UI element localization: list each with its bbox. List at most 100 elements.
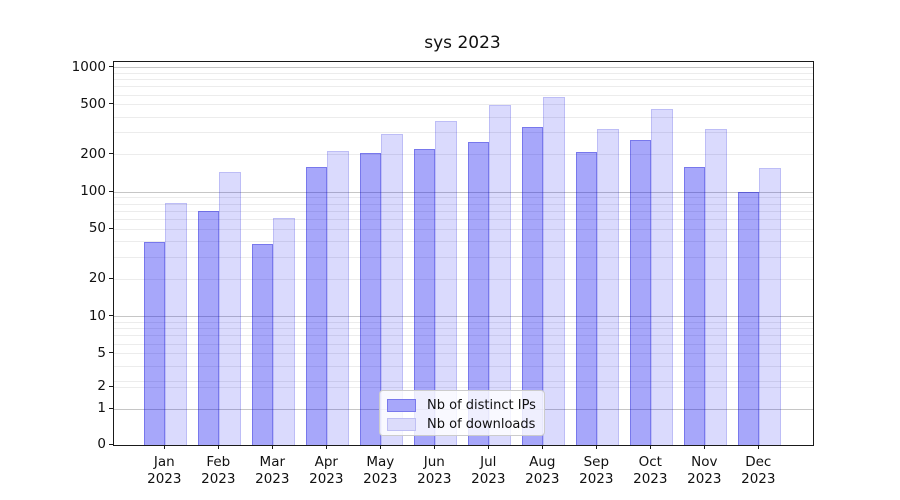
bar-distinct-ips-may — [359, 153, 382, 445]
bar-distinct-ips-jan — [143, 241, 166, 445]
x-axis-tick-label: Dec 2023 — [741, 454, 776, 487]
gridline-major — [114, 191, 813, 193]
gridline-minor — [114, 94, 813, 96]
x-axis-tick — [325, 445, 327, 449]
x-axis-tick-label: Feb 2023 — [201, 454, 236, 487]
bar-distinct-ips-oct — [629, 140, 652, 445]
x-axis-tick-label: Jun 2023 — [417, 454, 452, 487]
gridline-minor — [114, 79, 813, 81]
plot-area — [113, 61, 814, 446]
x-axis-tick-label: Aug 2023 — [525, 454, 560, 487]
y-axis-tick — [109, 443, 113, 445]
gridline-minor — [114, 219, 813, 221]
y-axis-tick-label: 10 — [88, 307, 106, 324]
bar-downloads-may — [381, 133, 403, 445]
bar-distinct-ips-dec — [737, 192, 760, 445]
gridline-minor — [114, 328, 813, 330]
y-axis-tick — [109, 153, 113, 155]
gridline-minor — [114, 335, 813, 337]
y-axis-tick — [109, 190, 113, 192]
gridline-minor — [114, 210, 813, 212]
legend-item-distinct-ips: Nb of distinct IPs — [387, 396, 544, 415]
legend: Nb of distinct IPs Nb of downloads — [379, 390, 545, 436]
legend-item-downloads: Nb of downloads — [387, 415, 544, 434]
x-axis-tick — [271, 445, 273, 449]
legend-label-downloads: Nb of downloads — [427, 416, 536, 432]
gridline-minor — [114, 154, 813, 156]
gridline-minor — [114, 321, 813, 323]
x-axis-tick-label: Mar 2023 — [255, 454, 290, 487]
bar-downloads-jan — [165, 202, 187, 445]
gridline-minor — [114, 203, 813, 205]
legend-label-distinct-ips: Nb of distinct IPs — [427, 397, 536, 413]
x-axis-tick-label: Jul 2023 — [471, 454, 506, 487]
x-axis-tick-label: Sep 2023 — [579, 454, 614, 487]
x-axis-tick — [379, 445, 381, 449]
bar-downloads-jul — [489, 104, 511, 445]
bar-downloads-aug — [543, 97, 565, 445]
legend-swatch-distinct-ips — [387, 399, 416, 412]
bar-distinct-ips-jun — [413, 149, 436, 445]
x-axis-tick — [487, 445, 489, 449]
bar-distinct-ips-nov — [683, 166, 706, 445]
y-axis-tick-label: 20 — [88, 270, 106, 287]
bar-distinct-ips-aug — [521, 127, 544, 445]
bar-downloads-dec — [759, 168, 781, 445]
gridline-minor — [114, 365, 813, 367]
x-axis-tick — [163, 445, 165, 449]
gridline-minor — [114, 86, 813, 88]
y-axis-tick-label: 1 — [97, 400, 106, 416]
x-axis-tick — [541, 445, 543, 449]
gridline-minor — [114, 343, 813, 345]
gridline-minor — [114, 116, 813, 118]
gridline-minor — [114, 386, 813, 388]
y-axis-tick-label: 1000 — [71, 58, 106, 75]
y-axis-tick — [109, 315, 113, 316]
y-axis-tick — [109, 103, 113, 105]
gridline-minor — [114, 197, 813, 199]
y-axis-tick-label: 0 — [97, 436, 106, 452]
bar-distinct-ips-feb — [197, 211, 220, 445]
y-axis-tick — [109, 66, 113, 67]
y-axis-tick — [109, 407, 113, 409]
x-axis-tick — [595, 445, 597, 449]
gridline-minor — [114, 256, 813, 258]
legend-swatch-downloads — [387, 418, 416, 431]
gridline-minor — [114, 381, 813, 383]
x-axis-tick-label: Nov 2023 — [687, 454, 722, 487]
gridline-minor — [114, 72, 813, 74]
y-axis-tick — [109, 385, 113, 387]
y-axis-tick-label: 2 — [97, 378, 106, 394]
y-axis-tick-label: 500 — [80, 95, 106, 112]
x-axis-tick-label: May 2023 — [363, 454, 398, 487]
y-axis-tick-label: 200 — [80, 145, 106, 162]
bar-distinct-ips-mar — [251, 244, 274, 445]
bar-distinct-ips-sep — [575, 151, 598, 445]
gridline-minor — [114, 241, 813, 243]
bar-downloads-feb — [219, 171, 241, 445]
gridline-minor — [114, 353, 813, 355]
y-axis-tick-label: 50 — [88, 220, 106, 237]
gridline-minor — [114, 278, 813, 280]
gridline-minor — [114, 104, 813, 106]
y-axis-tick-label: 5 — [97, 344, 106, 361]
x-axis-tick — [703, 445, 705, 449]
bar-downloads-apr — [327, 150, 349, 445]
gridline-major — [114, 67, 813, 68]
gridline-minor — [114, 132, 813, 134]
bar-downloads-oct — [651, 108, 673, 445]
bar-downloads-jun — [435, 121, 457, 445]
x-axis-tick-label: Oct 2023 — [633, 454, 668, 487]
chart-title: sys 2023 — [424, 33, 501, 53]
x-axis-tick-label: Jan 2023 — [147, 454, 182, 487]
bar-distinct-ips-apr — [305, 166, 328, 445]
x-axis-tick — [217, 445, 219, 449]
gridline-minor — [114, 228, 813, 230]
y-axis-tick — [109, 227, 113, 229]
gridline-major — [114, 316, 813, 317]
bar-distinct-ips-jul — [467, 142, 490, 445]
y-axis-tick-label: 100 — [80, 183, 106, 199]
bar-downloads-mar — [273, 217, 295, 445]
bar-downloads-sep — [597, 129, 619, 445]
